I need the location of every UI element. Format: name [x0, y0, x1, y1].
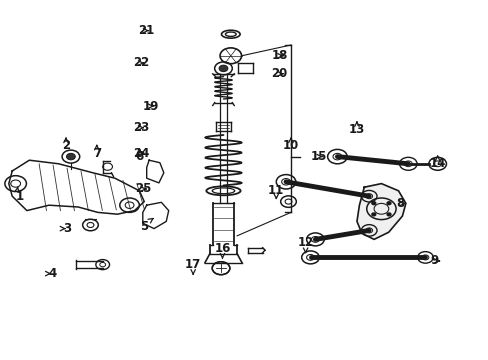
Text: 23: 23 — [133, 121, 149, 134]
Text: 9: 9 — [429, 255, 438, 267]
Text: 16: 16 — [214, 242, 230, 255]
Text: 22: 22 — [133, 57, 149, 69]
Text: 7: 7 — [93, 147, 101, 159]
Text: 12: 12 — [297, 237, 313, 249]
Text: 17: 17 — [184, 258, 201, 271]
Text: 11: 11 — [267, 184, 284, 197]
Text: 4: 4 — [48, 267, 56, 280]
Circle shape — [371, 202, 375, 204]
Text: 14: 14 — [428, 157, 445, 170]
Text: 2: 2 — [62, 139, 70, 152]
Text: 10: 10 — [282, 139, 299, 152]
Text: 3: 3 — [62, 222, 71, 235]
Circle shape — [66, 153, 75, 160]
Text: 21: 21 — [138, 24, 154, 37]
Text: 18: 18 — [271, 49, 287, 62]
Text: 24: 24 — [133, 147, 149, 159]
Text: 19: 19 — [142, 100, 159, 113]
Text: 13: 13 — [348, 123, 365, 136]
Circle shape — [386, 213, 390, 216]
Text: 25: 25 — [135, 183, 151, 195]
Text: 5: 5 — [140, 220, 148, 233]
Circle shape — [386, 202, 390, 204]
Circle shape — [219, 65, 227, 72]
Text: 6: 6 — [135, 150, 143, 163]
Text: 20: 20 — [271, 67, 287, 80]
Text: 15: 15 — [310, 150, 326, 163]
Text: 8: 8 — [395, 197, 404, 210]
Text: 1: 1 — [15, 190, 23, 203]
Circle shape — [371, 213, 375, 216]
Polygon shape — [356, 184, 405, 239]
